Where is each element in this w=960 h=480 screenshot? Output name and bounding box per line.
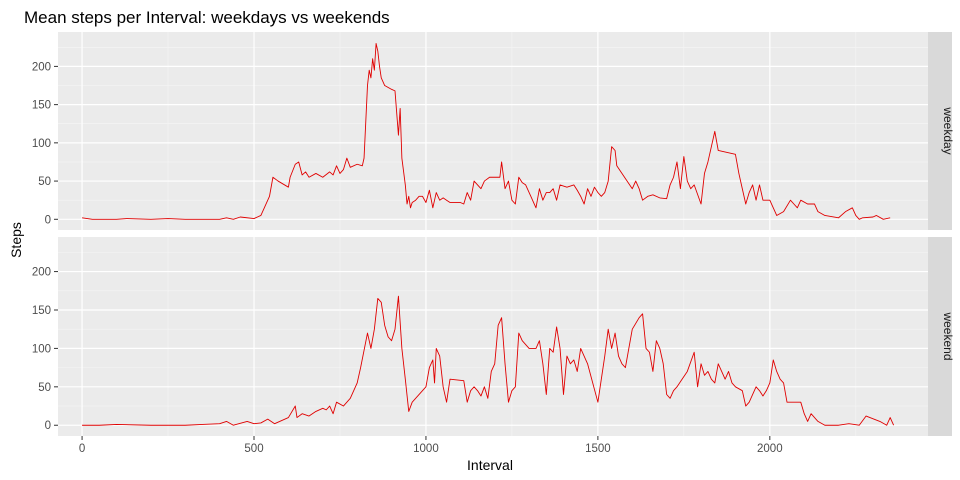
y-tick-label: 100 — [32, 343, 51, 355]
facet-panel-weekend: 0 50 100 150 200 weekend — [32, 237, 955, 436]
panel-background — [58, 237, 928, 436]
y-axis-title: Steps — [8, 222, 24, 258]
y-tick-label: 50 — [38, 176, 51, 188]
facet-label-weekend: weekend — [941, 311, 955, 360]
y-tick-label: 100 — [32, 138, 51, 150]
facet-strip — [928, 237, 952, 436]
panel-background — [58, 32, 928, 230]
facet-panel-weekday: 0 50 100 150 200 weekday — [32, 32, 955, 230]
x-axis-title: Interval — [467, 457, 513, 473]
chart-title: Mean steps per Interval: weekdays vs wee… — [24, 8, 390, 27]
y-tick-label: 50 — [38, 382, 51, 394]
series-line-weekend — [82, 295, 895, 426]
series-line-weekday — [82, 43, 891, 220]
x-tick-label: 1500 — [585, 443, 611, 455]
y-tick-label: 0 — [45, 420, 51, 432]
x-axis: 0 500 1000 1500 2000 — [79, 436, 783, 455]
y-tick-label: 200 — [32, 61, 51, 73]
x-tick-label: 2000 — [757, 443, 783, 455]
facets: 0 50 100 150 200 weekday 0 50 100 150 200 weekend — [32, 32, 955, 436]
y-tick-label: 150 — [32, 305, 51, 317]
x-tick-label: 500 — [244, 443, 263, 455]
facet-strip — [928, 32, 952, 230]
x-tick-label: 0 — [79, 443, 85, 455]
y-tick-label: 150 — [32, 100, 51, 112]
facet-label-weekday: weekday — [941, 106, 955, 154]
y-tick-label: 0 — [45, 214, 51, 226]
x-tick-label: 1000 — [413, 443, 439, 455]
y-tick-label: 200 — [32, 267, 51, 279]
